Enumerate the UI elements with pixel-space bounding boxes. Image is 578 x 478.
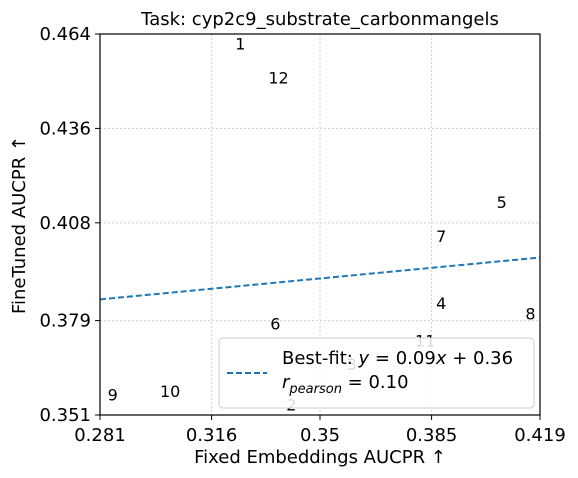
- point-label: 10: [160, 382, 180, 401]
- legend-fit-text: Best-fit: y = 0.09x + 0.36: [282, 348, 513, 369]
- y-axis-ticks: 0.351 0.379 0.408 0.436 0.464: [39, 24, 100, 426]
- best-fit-line-group: [99, 256, 541, 301]
- point-label: 12: [268, 68, 288, 87]
- x-tick-label: 0.385: [406, 425, 458, 446]
- x-tick-label: 0.316: [186, 425, 238, 446]
- x-tick-label: 0.35: [300, 425, 340, 446]
- point-label: 1: [235, 35, 245, 54]
- y-tick-label: 0.351: [39, 405, 91, 426]
- x-axis-label: Fixed Embeddings AUCPR ↑: [194, 447, 446, 468]
- x-tick-label: 0.281: [74, 425, 126, 446]
- chart-title: Task: cyp2c9_substrate_carbonmangels: [140, 9, 499, 30]
- best-fit-line: [99, 256, 541, 301]
- y-tick-label: 0.436: [39, 118, 91, 139]
- x-tick-label: 0.419: [514, 425, 566, 446]
- y-tick-label: 0.408: [39, 213, 91, 234]
- point-label: 9: [108, 385, 118, 404]
- point-label: 7: [436, 227, 446, 246]
- point-label: 6: [270, 314, 280, 333]
- legend: Best-fit: y = 0.09x + 0.36 rpearson = 0.…: [218, 337, 535, 409]
- point-label: 5: [497, 193, 507, 212]
- x-axis-ticks: 0.281 0.316 0.35 0.385 0.419: [74, 415, 566, 446]
- y-tick-label: 0.464: [39, 24, 91, 45]
- legend-box: [218, 337, 535, 409]
- legend-pearson-text: rpearson = 0.10: [282, 372, 409, 397]
- point-label: 8: [525, 304, 535, 323]
- y-axis-label: FineTuned AUCPR ↑: [9, 136, 30, 314]
- y-tick-label: 0.379: [39, 311, 91, 332]
- point-label: 4: [436, 294, 446, 313]
